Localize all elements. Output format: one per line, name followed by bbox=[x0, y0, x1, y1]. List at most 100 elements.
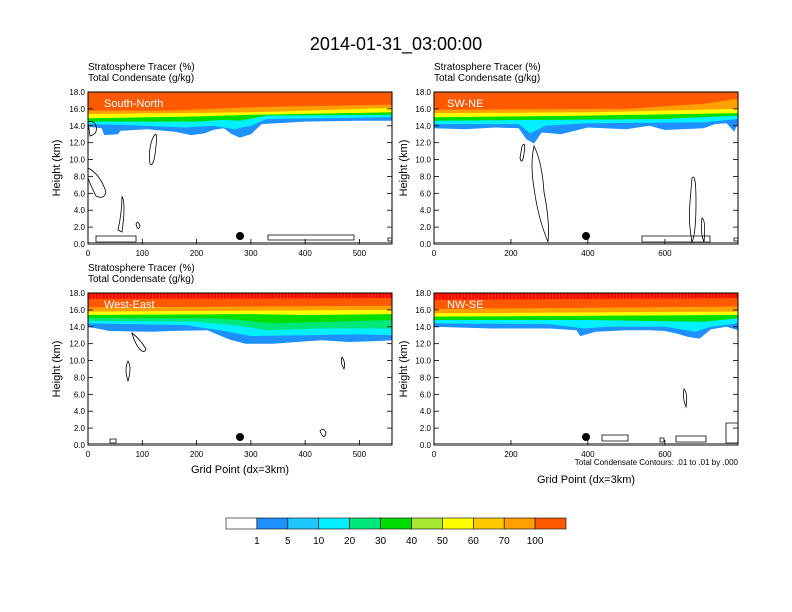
tracer-streak bbox=[592, 293, 594, 303]
tracer-streak bbox=[683, 293, 685, 303]
tracer-streak bbox=[226, 293, 228, 306]
tracer-streak bbox=[491, 293, 493, 300]
tracer-streak bbox=[447, 293, 449, 299]
tracer-streak bbox=[115, 293, 117, 300]
x-tick-label: 0 bbox=[86, 450, 91, 459]
condensate-contour bbox=[340, 356, 346, 370]
tracer-streak bbox=[484, 293, 486, 304]
tracer-streak bbox=[589, 293, 591, 305]
x-tick-label: 0 bbox=[432, 249, 437, 258]
tracer-streak bbox=[246, 293, 248, 303]
y-tick-label: 14.0 bbox=[69, 323, 85, 332]
y-axis-title: Height (km) bbox=[398, 140, 410, 197]
tracer-streak bbox=[152, 293, 154, 305]
y-tick-label: 0.0 bbox=[420, 441, 432, 450]
panel-south-north: Stratosphere Tracer (%) Total Condensate… bbox=[51, 62, 393, 258]
colorbar-label: 60 bbox=[468, 536, 480, 547]
y-tick-label: 10.0 bbox=[69, 156, 85, 165]
tracer-streak bbox=[229, 293, 231, 304]
tracer-streak bbox=[172, 293, 174, 302]
tracer-streak bbox=[141, 293, 144, 302]
y-tick-label: 10.0 bbox=[415, 357, 431, 366]
tracer-streak bbox=[168, 293, 171, 304]
tracer-streak bbox=[552, 293, 554, 300]
y-tick-label: 12.0 bbox=[415, 340, 431, 349]
tracer-streak bbox=[477, 293, 479, 299]
tracer-streak bbox=[720, 293, 722, 299]
tracer-streak bbox=[437, 293, 439, 305]
tracer-streak bbox=[713, 293, 715, 303]
tracer-streak bbox=[323, 293, 326, 302]
y-tick-label: 6.0 bbox=[420, 189, 432, 198]
tracer-streak bbox=[605, 293, 608, 304]
tracer-streak bbox=[320, 293, 322, 304]
y-tick-label: 18.0 bbox=[415, 289, 431, 298]
y-tick-label: 10.0 bbox=[415, 156, 431, 165]
colorbar-label: 40 bbox=[406, 536, 418, 547]
tracer-streak bbox=[158, 293, 160, 301]
tracer-streak bbox=[508, 293, 510, 299]
condensate-contours bbox=[109, 332, 346, 444]
tracer-streak bbox=[350, 293, 353, 304]
tracer-streak bbox=[313, 293, 315, 299]
x-axis-title: Grid Point (dx=3km) bbox=[191, 464, 289, 476]
condensate-contour bbox=[682, 388, 688, 409]
tracer-streak bbox=[371, 293, 373, 301]
colorbar-box bbox=[442, 517, 474, 530]
tracer-streak bbox=[487, 293, 490, 302]
tracer-streak bbox=[195, 293, 197, 306]
tracer-streak bbox=[558, 293, 560, 305]
tracer-streak bbox=[249, 293, 251, 301]
colorbar-label: 10 bbox=[313, 536, 325, 547]
tracer-streak bbox=[236, 293, 238, 300]
colorbar-label: 30 bbox=[375, 536, 387, 547]
y-tick-label: 12.0 bbox=[69, 139, 85, 148]
colorbar-label: 1 bbox=[254, 536, 260, 547]
tracer-streak bbox=[690, 293, 692, 299]
y-tick-label: 16.0 bbox=[69, 306, 85, 315]
tracer-streak bbox=[511, 293, 513, 306]
condensate-contour bbox=[688, 176, 697, 244]
condensate-contour bbox=[135, 222, 141, 229]
colorbar-box bbox=[380, 517, 412, 530]
tracer-streak bbox=[653, 293, 655, 303]
tracer-streak bbox=[450, 293, 453, 306]
tracer-streak bbox=[199, 293, 201, 304]
page-title: 2014-01-31_03:00:00 bbox=[310, 34, 482, 55]
tracer-streak bbox=[307, 293, 309, 303]
y-tick-label: 12.0 bbox=[415, 139, 431, 148]
y-axis-title: Height (km) bbox=[51, 140, 63, 197]
tracer-streak bbox=[632, 293, 634, 306]
tracer-streak bbox=[733, 293, 736, 300]
colorbar-label: 5 bbox=[285, 536, 291, 547]
tracer-streak bbox=[219, 293, 221, 301]
x-tick-label: 200 bbox=[190, 450, 204, 459]
tracer-streak bbox=[98, 293, 100, 301]
tracer-streak bbox=[209, 293, 211, 298]
y-tick-label: 6.0 bbox=[74, 390, 86, 399]
y-tick-label: 2.0 bbox=[420, 223, 432, 232]
y-axis-title: Height (km) bbox=[398, 341, 410, 398]
cross-section-marker bbox=[236, 433, 244, 441]
colorbar-box bbox=[256, 517, 289, 530]
plot-area: 0.0 2.0 4.0 6.0 8.0 10.0 12.0 14.0 16.0 18.0 0 100 2… bbox=[69, 88, 393, 258]
x-tick-label: 0 bbox=[86, 249, 91, 258]
tracer-streak bbox=[232, 293, 235, 302]
condensate-contour bbox=[601, 434, 629, 442]
x-tick-label: 100 bbox=[136, 450, 150, 459]
tracer-streak bbox=[91, 293, 93, 305]
x-tick-label: 200 bbox=[190, 249, 204, 258]
tracer-streak bbox=[374, 293, 376, 299]
y-tick-label: 14.0 bbox=[415, 122, 431, 131]
y-tick-label: 14.0 bbox=[69, 122, 85, 131]
panel-sw-ne: Stratosphere Tracer (%) Total Condensate… bbox=[398, 62, 739, 258]
y-tick-label: 4.0 bbox=[420, 206, 432, 215]
tracer-streak bbox=[710, 293, 712, 305]
tracer-streak bbox=[216, 293, 218, 303]
tracer-streak bbox=[440, 293, 442, 303]
y-tick-label: 8.0 bbox=[74, 172, 86, 181]
tracer-streak bbox=[239, 293, 241, 298]
section-label: South-North bbox=[104, 98, 163, 110]
tracer-streak bbox=[707, 293, 709, 298]
condensate-contour bbox=[131, 332, 147, 352]
